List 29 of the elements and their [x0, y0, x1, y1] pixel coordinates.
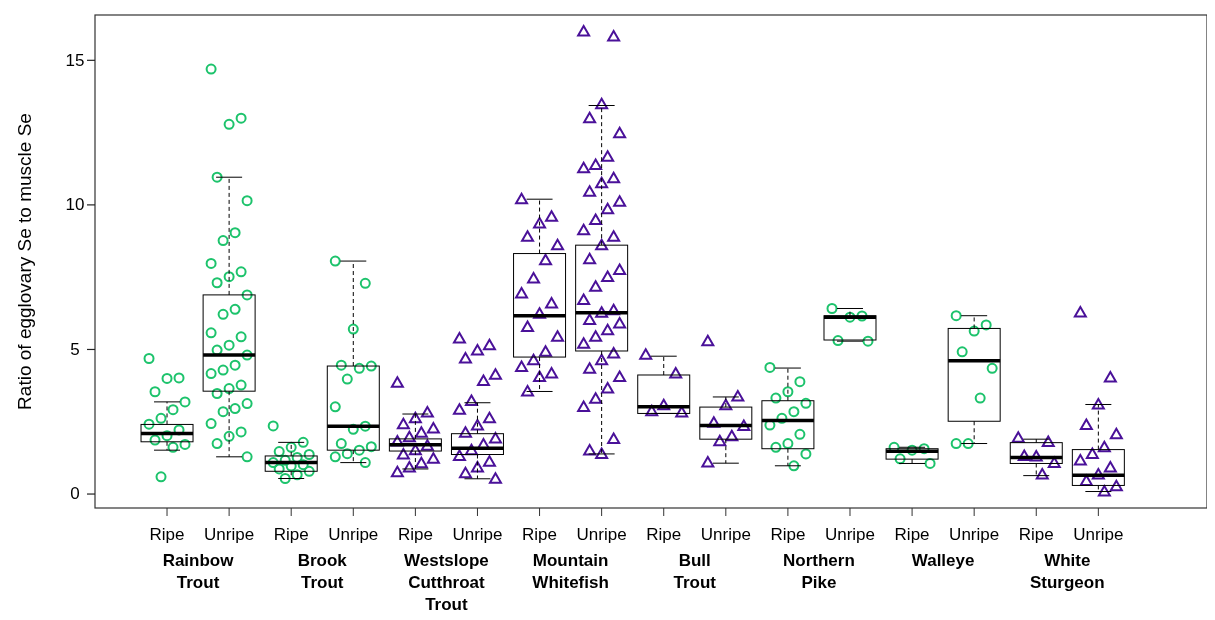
x-tick-label: Unripe: [204, 525, 255, 544]
x-tick-label: Unripe: [1073, 525, 1124, 544]
text: White Sturgeon: [1030, 551, 1105, 592]
y-tick-label: 0: [70, 484, 80, 504]
y-tick-label: 15: [65, 50, 85, 70]
x-tick-label: Ripe: [397, 525, 433, 544]
x-tick-label: Ripe: [149, 525, 185, 544]
text: Brook Trout: [297, 551, 348, 592]
x-tick-label: Unripe: [452, 525, 503, 544]
x-tick-label: Unripe: [328, 525, 379, 544]
x-tick-label: Ripe: [646, 525, 682, 544]
text: Northern Pike: [783, 551, 855, 592]
x-tick-label: Unripe: [949, 525, 1000, 544]
y-tick-label: 10: [65, 195, 85, 215]
x-tick-label: Ripe: [522, 525, 558, 544]
x-tick-label: Ripe: [770, 525, 806, 544]
text: Bull Trout: [673, 551, 717, 592]
x-tick-label: Ripe: [273, 525, 309, 544]
x-tick-label: Unripe: [700, 525, 751, 544]
y-axis-title: Ratio of egglovary Se to muscle Se: [13, 113, 35, 410]
y-tick-label: 5: [70, 339, 80, 359]
text: Mountain Whitefish: [532, 551, 609, 592]
x-tick-label: Unripe: [576, 525, 627, 544]
x-tick-label: Ripe: [1018, 525, 1054, 544]
x-tick-label: Unripe: [824, 525, 876, 544]
x-tick-label: Ripe: [894, 525, 930, 544]
text: Walleye: [911, 551, 975, 570]
text: Westslope Cutthroat Trout: [404, 551, 489, 614]
text: Rainbow Trout: [162, 551, 235, 592]
